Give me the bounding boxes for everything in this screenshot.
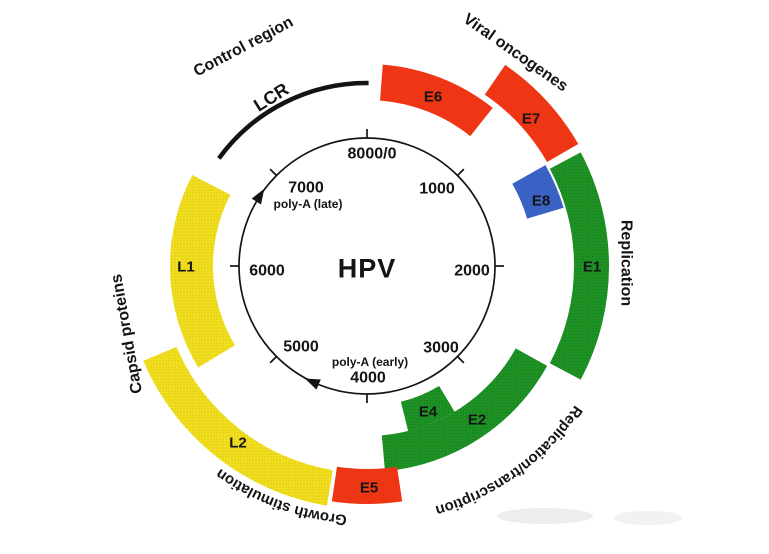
region-label-capsid-proteins: Capsid proteins [108,273,146,395]
scale-tick-5000 [269,355,278,364]
scale-label-2000: 2000 [454,263,490,280]
transcription-direction-arrow [304,378,321,390]
gene-label-e6: E6 [424,88,442,105]
gene-label-e7: E7 [522,110,540,127]
gene-arc-e5 [331,466,403,505]
scale-label-5000: 5000 [283,339,319,356]
gene-label-e2: E2 [468,411,486,428]
scan-smudge-artifact [497,508,593,524]
scale-label-3000: 3000 [423,340,459,357]
region-label-control-region: Control region [191,14,296,81]
gene-arc-e2 [381,348,548,472]
gene-arc-e6 [380,64,493,137]
scale-tick-7000 [269,168,278,177]
gene-arc-e7 [484,64,579,162]
scan-smudge-artifact [614,511,682,525]
scale-label-7000: 7000 [288,180,324,197]
gene-arc-e1 [549,152,610,380]
scale-label-6000: 6000 [249,263,285,280]
scale-tick-3000 [456,355,465,364]
poly-a-label-poly-a-early: poly-A (early) [332,355,408,369]
transcription-direction-arrow [251,188,265,205]
scale-tick-1000 [456,168,465,177]
gene-label-e8: E8 [532,192,550,209]
gene-arc-e4 [400,386,455,431]
gene-arc-e8 [512,165,564,219]
hpv-center-title: HPV [338,254,397,284]
gene-arc-l1 [169,175,235,368]
scale-label-4000: 4000 [350,370,386,387]
gene-label-e1: E1 [583,258,601,275]
gene-arc-l2 [143,346,333,506]
gene-label-e4: E4 [419,403,438,420]
gene-label-e5: E5 [360,479,378,496]
gene-label-l2: L2 [229,434,247,451]
scale-label-1000: 1000 [419,181,455,198]
lcr-arc [217,80,369,160]
region-label-replication: Replication [617,220,634,306]
scale-label-8000-0: 8000/0 [348,146,397,163]
poly-a-label-poly-a-late: poly-A (late) [274,197,343,211]
gene-label-l1: L1 [177,258,195,275]
